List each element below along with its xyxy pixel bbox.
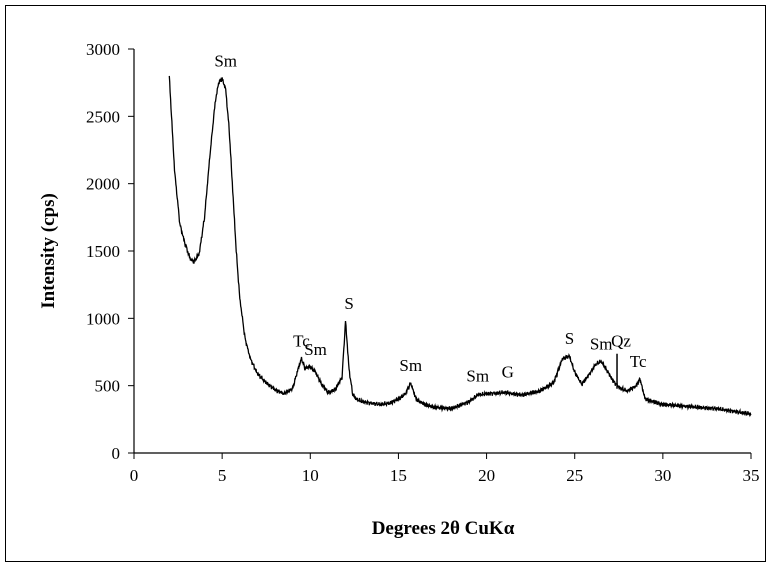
x-tick-label: 15: [390, 466, 407, 485]
x-axis-title: Degrees 2θ CuKα: [372, 518, 515, 539]
y-tick-label: 1500: [86, 242, 120, 261]
axes: [133, 49, 751, 454]
series: [168, 75, 752, 418]
x-tick-label: 10: [302, 466, 319, 485]
y-tick-label: 2000: [86, 175, 120, 194]
peak-label-sm: Sm: [399, 356, 422, 375]
peak-label-tc: Tc: [630, 352, 647, 371]
y-tick-label: 2500: [86, 107, 120, 126]
chart-frame: [5, 5, 766, 562]
peak-label-qz: Qz: [611, 332, 631, 351]
x-tick-label: 20: [478, 466, 495, 485]
peak-label-g: G: [502, 363, 514, 382]
peak-label-s: S: [565, 329, 574, 348]
peak-label-s: S: [344, 294, 353, 313]
peak-label-tc: Tc: [293, 332, 310, 351]
y-tick-label: 500: [95, 377, 121, 396]
y-tick-label: 3000: [86, 40, 120, 59]
y-tick-label: 0: [112, 444, 121, 463]
x-tick-label: 5: [218, 466, 227, 485]
peak-label-sm: Sm: [590, 334, 613, 353]
peak-label-sm: Sm: [466, 367, 489, 386]
x-tick-label: 0: [130, 466, 139, 485]
x-tick-label: 25: [566, 466, 583, 485]
ticks: 0 5 10 15 20 25 30 35 0 500 1000 1500 2000 2500 3000: [86, 40, 760, 485]
y-tick-label: 1000: [86, 309, 120, 328]
series-line-0: [168, 75, 752, 418]
peak-label-sm: Sm: [304, 340, 327, 359]
peak-label-sm: Sm: [214, 52, 237, 71]
y-axis-title: Intensity (cps): [38, 193, 59, 309]
x-tick-label: 30: [654, 466, 671, 485]
x-tick-label: 35: [743, 466, 760, 485]
